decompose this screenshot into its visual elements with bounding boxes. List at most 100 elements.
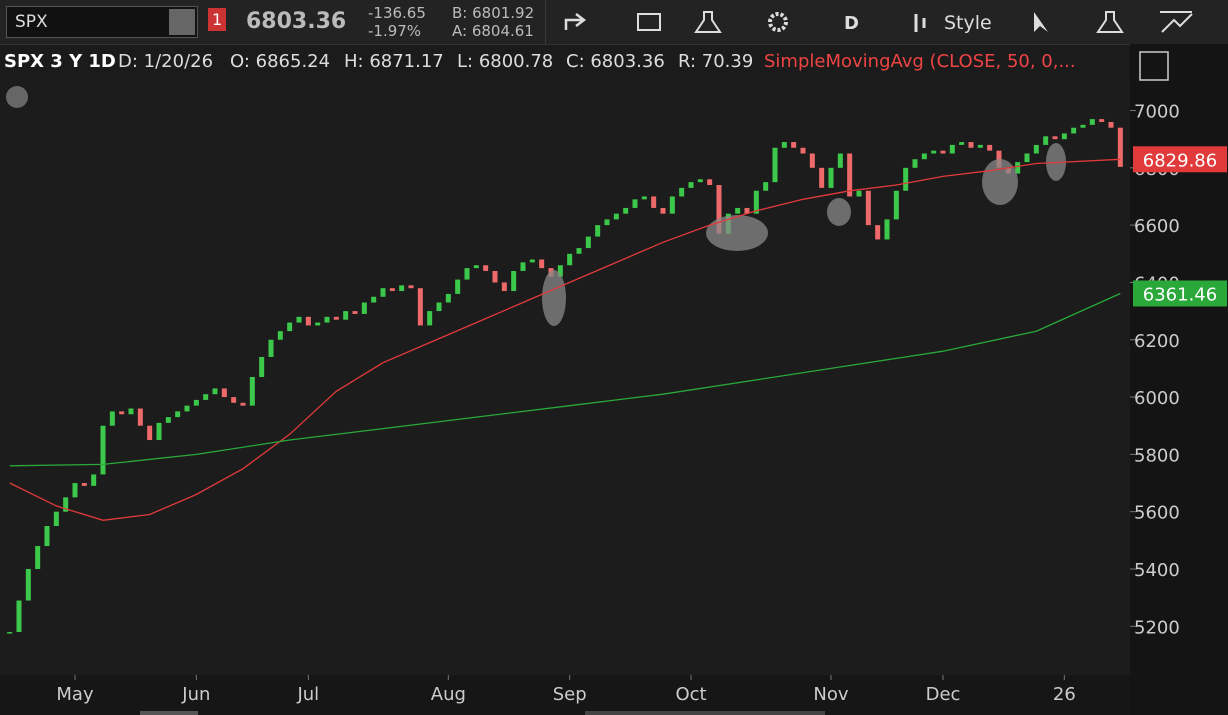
candle bbox=[651, 196, 657, 208]
candle bbox=[800, 147, 806, 154]
y-tick-label: 6000 bbox=[1134, 388, 1180, 409]
moving-average bbox=[9, 292, 1121, 467]
candle bbox=[959, 142, 965, 145]
candle bbox=[44, 526, 50, 547]
candle bbox=[791, 142, 797, 148]
share-icon[interactable] bbox=[564, 13, 587, 30]
alert-icon[interactable] bbox=[6, 86, 28, 108]
candle bbox=[324, 316, 330, 323]
candle bbox=[268, 339, 274, 357]
candle bbox=[809, 153, 815, 168]
candle bbox=[81, 483, 87, 486]
open: O: 6865.24 bbox=[230, 51, 331, 72]
y-tick-label: 7000 bbox=[1134, 102, 1180, 123]
last-price: 6803.36 bbox=[246, 9, 347, 34]
candle bbox=[417, 288, 423, 326]
candle bbox=[35, 546, 41, 569]
candle bbox=[884, 219, 890, 240]
highlight bbox=[982, 159, 1018, 205]
candle bbox=[772, 147, 778, 183]
expand-icon[interactable] bbox=[1139, 51, 1169, 81]
candle bbox=[305, 316, 311, 326]
candle bbox=[399, 285, 405, 292]
candle bbox=[175, 411, 181, 418]
candle bbox=[343, 311, 349, 320]
time-axis bbox=[0, 675, 1130, 715]
x-tick-label: Sep bbox=[553, 684, 587, 705]
candle bbox=[660, 207, 666, 214]
candle bbox=[371, 296, 377, 303]
style-button[interactable]: Style bbox=[944, 12, 992, 34]
notes-icon[interactable] bbox=[637, 13, 661, 31]
toolbar: SPX 1 6803.36 -136.65 -1.97% B: 6801.92 … bbox=[0, 0, 1228, 45]
cursor-icon[interactable] bbox=[1034, 12, 1048, 32]
y-tick-label: 5600 bbox=[1134, 503, 1180, 524]
chart-title: SPX 3 Y 1D bbox=[4, 51, 116, 72]
aggregation[interactable]: D bbox=[844, 13, 859, 34]
candle bbox=[893, 190, 899, 220]
candle bbox=[1080, 124, 1086, 128]
candle bbox=[585, 236, 591, 249]
candle bbox=[912, 159, 918, 168]
candle bbox=[604, 219, 610, 226]
y-tick-label: 5800 bbox=[1134, 445, 1180, 466]
drawing-icon[interactable] bbox=[1160, 11, 1193, 33]
candle bbox=[1099, 119, 1105, 122]
candle bbox=[156, 422, 162, 441]
candle bbox=[231, 397, 237, 403]
scrollbar[interactable] bbox=[140, 711, 198, 715]
candle bbox=[837, 153, 843, 168]
candle bbox=[595, 225, 601, 237]
candle bbox=[445, 293, 451, 303]
candle bbox=[641, 196, 647, 200]
highlight bbox=[542, 270, 566, 326]
x-tick-label: Dec bbox=[926, 684, 961, 705]
candle bbox=[763, 182, 769, 191]
alert-badge: 1 bbox=[208, 8, 227, 31]
candle bbox=[389, 288, 395, 292]
candle bbox=[7, 632, 13, 634]
candle bbox=[16, 600, 22, 633]
candle bbox=[697, 179, 703, 183]
candle bbox=[53, 511, 59, 526]
symbol: SPX bbox=[15, 12, 48, 32]
candle bbox=[539, 259, 545, 269]
dropdown[interactable] bbox=[169, 9, 195, 35]
candle bbox=[380, 288, 386, 297]
y-tick-label: 5400 bbox=[1134, 560, 1180, 581]
candle bbox=[557, 265, 563, 277]
x-tick-label: 26 bbox=[1053, 684, 1076, 705]
candle bbox=[865, 190, 871, 226]
candle bbox=[688, 182, 694, 188]
candle bbox=[72, 483, 78, 498]
date: D: 1/20/26 bbox=[118, 51, 214, 72]
candle bbox=[1061, 133, 1067, 140]
settings-icon[interactable] bbox=[768, 12, 788, 32]
style-icon[interactable] bbox=[914, 14, 926, 32]
candle bbox=[1052, 136, 1058, 140]
candle bbox=[949, 144, 955, 154]
studies-icon[interactable] bbox=[694, 11, 722, 33]
candle bbox=[968, 142, 974, 148]
flask-icon[interactable] bbox=[1096, 11, 1124, 33]
close: C: 6803.36 bbox=[566, 51, 665, 72]
candle bbox=[576, 248, 582, 254]
plot-area bbox=[0, 79, 1130, 675]
candle bbox=[744, 207, 750, 214]
candle bbox=[193, 399, 199, 406]
low: L: 6800.78 bbox=[457, 51, 554, 72]
candle bbox=[1071, 127, 1077, 134]
candle bbox=[25, 568, 31, 601]
y-tick-label: 5200 bbox=[1134, 617, 1180, 638]
price-tag bbox=[1133, 280, 1227, 307]
candle bbox=[1015, 162, 1021, 174]
symbol-box[interactable]: SPX bbox=[6, 6, 198, 38]
scrollbar[interactable] bbox=[585, 711, 825, 715]
candle bbox=[977, 144, 983, 148]
price-tag-label: 6361.46 bbox=[1143, 284, 1217, 305]
candle bbox=[1043, 136, 1049, 145]
candle bbox=[931, 150, 937, 154]
candle bbox=[735, 207, 741, 214]
candle bbox=[623, 207, 629, 214]
